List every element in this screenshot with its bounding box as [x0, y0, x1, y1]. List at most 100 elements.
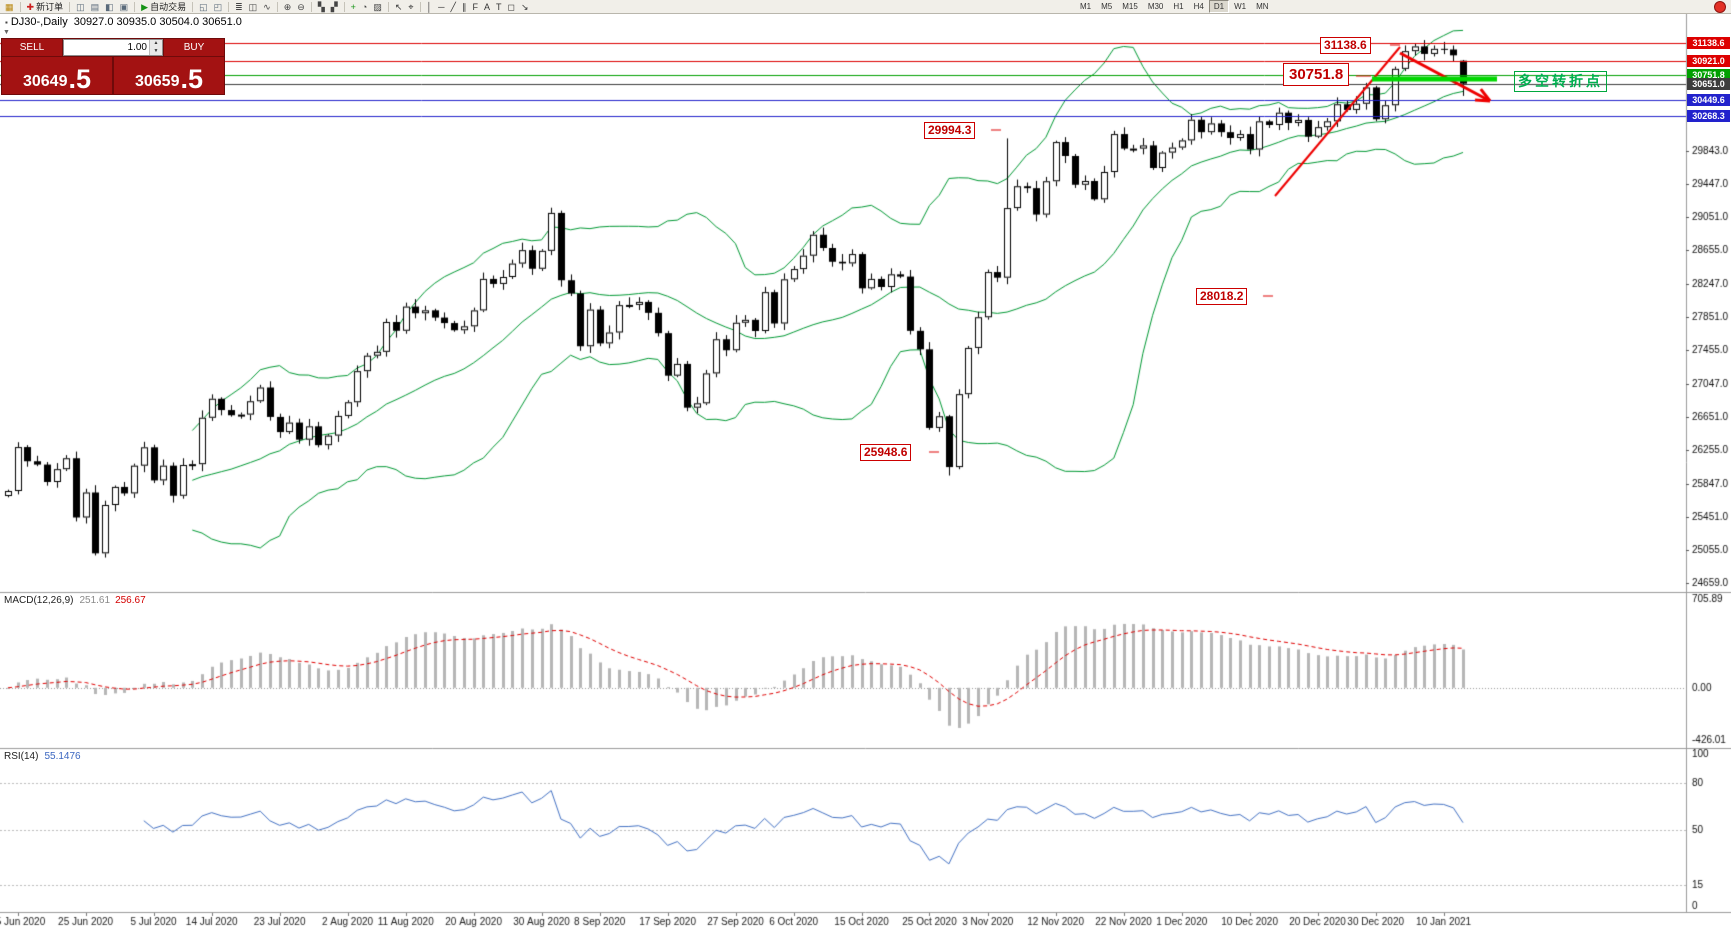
cascade-icon: ◰	[213, 1, 223, 12]
periods-icon[interactable]: ◔	[359, 0, 370, 14]
annotation-30751[interactable]: 30751.8	[1283, 63, 1350, 86]
charts-grid-icon[interactable]: ▦	[2, 0, 17, 14]
cascade-icon[interactable]: ◰	[211, 0, 226, 14]
trendline-icon[interactable]: ╱	[448, 0, 459, 14]
trendline-icon: ╱	[450, 1, 456, 12]
volume-field: ▲ ▼	[63, 39, 163, 56]
templates-icon[interactable]: ▨	[370, 0, 385, 14]
dock-icon[interactable]: ◱	[196, 0, 211, 14]
rsi-name: RSI(14)	[4, 751, 39, 762]
buy-price-main: 30659	[134, 73, 180, 91]
shapes-icon: ◻	[507, 1, 515, 12]
new-order-button[interactable]: ✚ 新订单	[24, 0, 67, 14]
bar-chart-icon[interactable]: ≣	[232, 0, 246, 14]
autotrading-button: ▶	[141, 1, 149, 12]
market-watch-icon[interactable]: ◫	[73, 0, 88, 14]
horizontal-line-icon: ─	[438, 1, 445, 12]
volume-up-icon[interactable]: ▲	[150, 40, 162, 48]
annotation-turning-point[interactable]: 多空转折点	[1514, 71, 1607, 92]
dock-icon: ◱	[199, 1, 208, 12]
timeframe-h4[interactable]: H4	[1193, 2, 1204, 11]
text-icon[interactable]: A	[481, 0, 493, 14]
toolbar-separator	[192, 1, 194, 12]
zoom-in-icon[interactable]: ⊕	[281, 0, 295, 14]
grid-icon: ▞	[330, 1, 338, 12]
timeframe-h1[interactable]: H1	[1173, 2, 1184, 11]
timeframe-m1[interactable]: M1	[1080, 2, 1092, 11]
timeframe-m5[interactable]: M5	[1101, 2, 1113, 11]
zoom-in-icon: ⊕	[283, 1, 292, 12]
price-tag-30268: 30268.3	[1687, 109, 1730, 122]
terminal-icon[interactable]: ▣	[117, 0, 132, 14]
volume-stepper[interactable]: ▲ ▼	[149, 40, 162, 55]
bar-chart-icon: ≣	[235, 1, 243, 12]
timeframe-m30[interactable]: M30	[1147, 2, 1164, 11]
data-window-icon[interactable]: ▤	[88, 0, 103, 14]
sell-price[interactable]: 30649.5	[2, 57, 112, 94]
toolbar-separator	[310, 1, 312, 12]
terminal-icon: ▣	[119, 1, 129, 12]
buy-price-frac: .5	[180, 64, 204, 95]
zoom-out-icon[interactable]: ⊖	[294, 0, 308, 14]
price-tag-30449: 30449.6	[1687, 94, 1730, 107]
channel-icon[interactable]: ∥	[459, 0, 470, 14]
macd-main-value: 251.61	[79, 595, 111, 606]
annotation-29994[interactable]: 29994.3	[924, 122, 976, 139]
label-icon[interactable]: T	[493, 0, 505, 14]
navigator-icon[interactable]: ◧	[102, 0, 117, 14]
arrow-tool-icon[interactable]: ↘	[518, 0, 532, 14]
zoom-out-icon: ⊖	[297, 1, 305, 12]
toolbar-separator	[343, 1, 345, 12]
shapes-icon[interactable]: ◻	[504, 0, 517, 14]
toolbar-icons: ▦ ✚ 新订单 ◫ ▤ ◧ ▣ ▶ 自动交易 ◱ ◰ ≣ ◫ ∿ ⊕ ⊖ ▚ ▞ + ◔ ▨ ↖ ⌖ │ ─ ╱ ∥ F A T ◻ ↘	[0, 0, 531, 13]
rsi-label: RSI(14) 55.1476	[4, 751, 81, 762]
annotation-31138[interactable]: 31138.6	[1320, 37, 1371, 54]
templates-icon: ▨	[373, 1, 382, 12]
grid-icon[interactable]: ▞	[328, 0, 341, 14]
symbol-title: DJ30-,Daily	[10, 16, 68, 28]
indicators-icon: +	[350, 1, 356, 12]
toolbar-separator	[228, 1, 230, 12]
crosshair-icon: ⌖	[408, 1, 414, 12]
vertical-line-icon[interactable]: │	[424, 0, 436, 14]
autotrading-button-label: 自动交易	[150, 1, 187, 12]
toolbar-separator	[19, 1, 21, 12]
buy-button[interactable]: BUY	[164, 39, 224, 56]
buy-price[interactable]: 30659.5	[114, 57, 224, 94]
arrow-tool-icon: ↘	[520, 1, 529, 12]
fibonacci-icon[interactable]: F	[469, 0, 481, 14]
cursor-icon[interactable]: ↖	[392, 0, 406, 14]
candlestick-chart-icon[interactable]: ◫	[246, 0, 261, 14]
timeframe-m15[interactable]: M15	[1122, 2, 1138, 11]
annotation-28018[interactable]: 28018.2	[1196, 288, 1248, 305]
connection-status-icon	[1714, 1, 1726, 13]
horizontal-line-icon[interactable]: ─	[435, 0, 447, 14]
one-click-collapse-icon[interactable]: ▼	[3, 29, 10, 36]
candlestick-chart-icon: ◫	[248, 1, 258, 12]
cursor-icon: ↖	[394, 1, 403, 12]
charts-grid-icon: ▦	[5, 1, 14, 12]
sell-price-frac: .5	[68, 64, 92, 95]
sell-button[interactable]: SELL	[2, 39, 62, 56]
timeframe-toolbar: M1 M5 M15 M30 H1 H4 D1 W1 MN	[1075, 0, 1274, 13]
vertical-line-icon: │	[426, 1, 433, 12]
toolbar-separator	[276, 1, 278, 12]
auto-arrange-icon[interactable]: ▚	[315, 0, 328, 14]
volume-input[interactable]	[64, 40, 149, 55]
toolbar-separator	[419, 1, 421, 12]
price-tag-30921: 30921.0	[1687, 55, 1730, 68]
annotation-25948[interactable]: 25948.6	[860, 444, 912, 461]
timeframe-w1[interactable]: W1	[1234, 2, 1247, 11]
volume-down-icon[interactable]: ▼	[150, 47, 162, 55]
autotrading-button[interactable]: ▶ 自动交易	[138, 0, 189, 14]
timeframe-mn[interactable]: MN	[1256, 2, 1269, 11]
toolbar-separator	[387, 1, 389, 12]
crosshair-icon[interactable]: ⌖	[405, 0, 416, 14]
market-watch-icon: ◫	[76, 1, 85, 12]
indicators-icon[interactable]: +	[348, 0, 359, 14]
timeframe-d1[interactable]: D1	[1208, 0, 1230, 13]
chart-bullet-icon: ▪	[5, 18, 8, 27]
line-chart-icon[interactable]: ∿	[260, 0, 274, 14]
sell-price-main: 30649	[22, 73, 68, 91]
